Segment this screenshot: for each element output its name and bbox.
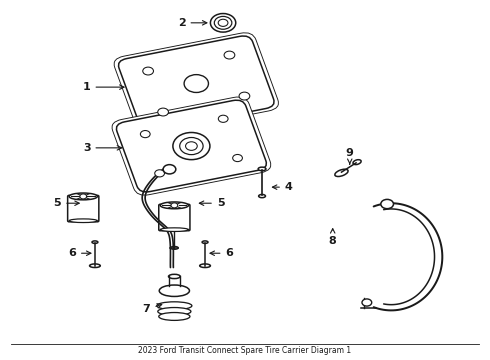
- Circle shape: [80, 194, 87, 199]
- Ellipse shape: [92, 241, 98, 243]
- Text: 5: 5: [199, 198, 224, 208]
- Ellipse shape: [69, 193, 98, 200]
- Text: 9: 9: [346, 148, 354, 164]
- Ellipse shape: [158, 307, 191, 315]
- Ellipse shape: [159, 285, 190, 296]
- Circle shape: [186, 142, 197, 150]
- Circle shape: [362, 299, 372, 306]
- Ellipse shape: [335, 169, 348, 176]
- Circle shape: [171, 203, 178, 208]
- FancyBboxPatch shape: [119, 36, 274, 131]
- Ellipse shape: [171, 247, 178, 249]
- Circle shape: [155, 170, 165, 177]
- Text: 1: 1: [83, 82, 124, 92]
- Circle shape: [224, 51, 235, 59]
- FancyBboxPatch shape: [159, 204, 190, 231]
- FancyBboxPatch shape: [117, 100, 267, 192]
- Ellipse shape: [353, 160, 361, 165]
- Ellipse shape: [69, 219, 98, 222]
- Circle shape: [158, 108, 169, 116]
- FancyBboxPatch shape: [112, 97, 271, 195]
- Ellipse shape: [258, 167, 266, 171]
- Circle shape: [210, 14, 236, 32]
- FancyBboxPatch shape: [114, 33, 278, 134]
- Text: 7: 7: [143, 304, 162, 314]
- Ellipse shape: [90, 264, 100, 267]
- Text: 3: 3: [83, 143, 122, 153]
- Text: 8: 8: [329, 229, 337, 246]
- Circle shape: [381, 199, 393, 209]
- Circle shape: [184, 75, 208, 93]
- Circle shape: [239, 92, 250, 100]
- Circle shape: [180, 138, 203, 155]
- Ellipse shape: [169, 274, 180, 279]
- Text: 4: 4: [272, 182, 293, 192]
- Circle shape: [143, 67, 153, 75]
- Circle shape: [219, 115, 228, 122]
- Circle shape: [173, 132, 210, 159]
- Text: 6: 6: [68, 248, 91, 258]
- Circle shape: [163, 165, 176, 174]
- Ellipse shape: [159, 312, 190, 320]
- Ellipse shape: [160, 202, 189, 209]
- Ellipse shape: [200, 264, 210, 267]
- Text: 2023 Ford Transit Connect Spare Tire Carrier Diagram 1: 2023 Ford Transit Connect Spare Tire Car…: [139, 346, 351, 355]
- Circle shape: [218, 19, 228, 26]
- Ellipse shape: [160, 228, 189, 231]
- Text: 2: 2: [178, 18, 207, 28]
- FancyBboxPatch shape: [68, 195, 99, 222]
- Ellipse shape: [202, 241, 208, 243]
- Ellipse shape: [157, 302, 192, 310]
- Ellipse shape: [259, 194, 266, 198]
- Text: 6: 6: [210, 248, 233, 258]
- Circle shape: [233, 154, 243, 162]
- Circle shape: [214, 17, 232, 29]
- Text: 5: 5: [53, 198, 79, 208]
- Circle shape: [141, 131, 150, 138]
